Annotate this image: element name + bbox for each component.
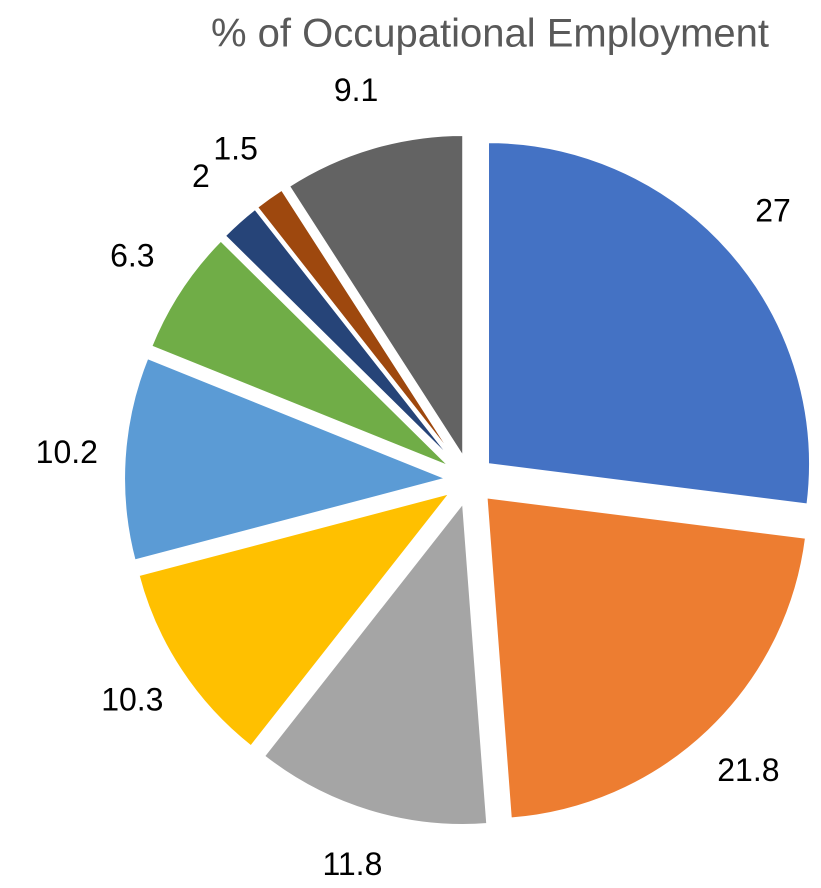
data-label: 11.8 — [322, 846, 382, 882]
pie-slice — [485, 496, 808, 820]
pie-slice — [137, 491, 453, 748]
data-label: 10.3 — [101, 681, 163, 717]
data-label: 10.2 — [36, 434, 98, 470]
data-label: 2 — [192, 158, 210, 194]
pie-slice — [262, 500, 489, 826]
pie-slice — [487, 141, 811, 506]
pie-slice — [287, 133, 465, 461]
pie-slice — [150, 239, 451, 468]
data-label: 1.5 — [213, 130, 257, 166]
data-label: 6.3 — [110, 238, 154, 274]
pie-slice — [123, 356, 450, 562]
data-label: 21.8 — [717, 752, 779, 788]
pie-slice — [255, 188, 457, 462]
data-label: 27 — [755, 192, 791, 228]
data-label: 9.1 — [334, 72, 378, 108]
chart-title: % of Occupational Employment — [211, 12, 769, 56]
pie-slice — [223, 207, 455, 463]
